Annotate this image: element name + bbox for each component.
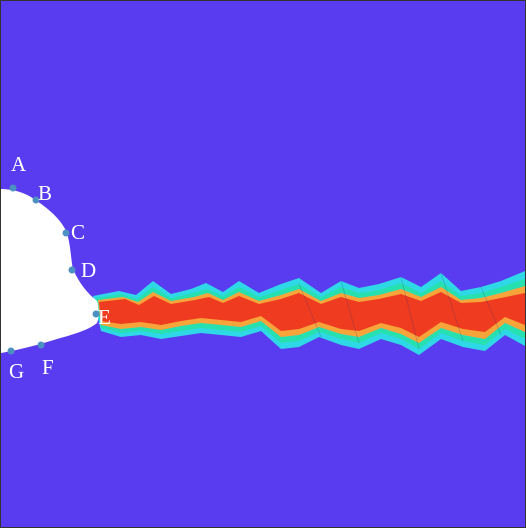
hole-region [1,189,99,353]
point-F-label: F [42,355,54,379]
point-G-marker [7,347,15,355]
point-G-label: G [9,359,24,383]
point-C-label: C [71,220,85,244]
point-A: A [9,152,27,192]
damage-band-core [99,292,525,337]
point-B-marker [32,196,40,204]
point-C: C [62,220,85,244]
point-D-label: D [81,258,96,282]
point-A-label: A [11,152,27,176]
point-E-marker [92,310,100,318]
point-A-marker [9,184,17,192]
point-B: B [32,181,52,205]
point-F: F [37,341,54,379]
point-E-label: E [98,305,111,329]
point-B-label: B [38,181,52,205]
point-F-marker [37,341,45,349]
point-D: D [68,258,96,282]
point-G: G [7,347,24,383]
mesh-lines [298,272,502,350]
point-C-marker [62,229,70,237]
point-E: E [92,305,111,329]
point-D-marker [68,266,76,274]
